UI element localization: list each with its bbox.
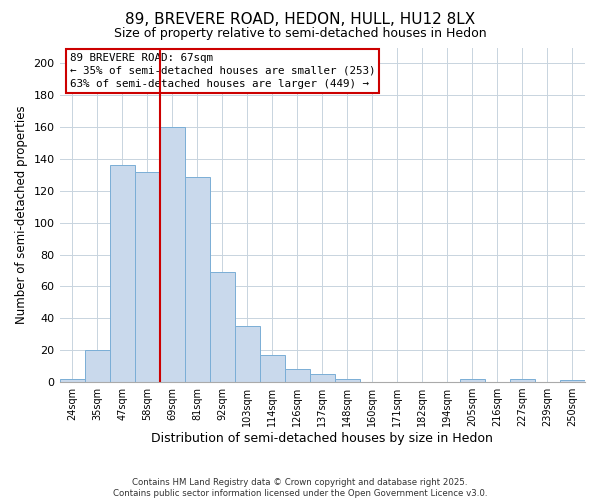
Bar — [285, 370, 310, 382]
Bar — [85, 350, 110, 382]
Bar — [160, 127, 185, 382]
Text: Size of property relative to semi-detached houses in Hedon: Size of property relative to semi-detach… — [113, 28, 487, 40]
Text: 89 BREVERE ROAD: 67sqm
← 35% of semi-detached houses are smaller (253)
63% of se: 89 BREVERE ROAD: 67sqm ← 35% of semi-det… — [70, 52, 376, 89]
Bar — [335, 379, 360, 382]
X-axis label: Distribution of semi-detached houses by size in Hedon: Distribution of semi-detached houses by … — [151, 432, 493, 445]
Bar — [310, 374, 335, 382]
Bar — [260, 355, 285, 382]
Text: 89, BREVERE ROAD, HEDON, HULL, HU12 8LX: 89, BREVERE ROAD, HEDON, HULL, HU12 8LX — [125, 12, 475, 28]
Bar — [59, 379, 85, 382]
Bar — [560, 380, 585, 382]
Bar — [110, 166, 134, 382]
Bar — [185, 176, 209, 382]
Bar — [510, 379, 535, 382]
Bar — [134, 172, 160, 382]
Bar — [235, 326, 260, 382]
Bar — [460, 379, 485, 382]
Y-axis label: Number of semi-detached properties: Number of semi-detached properties — [15, 106, 28, 324]
Bar — [209, 272, 235, 382]
Text: Contains HM Land Registry data © Crown copyright and database right 2025.
Contai: Contains HM Land Registry data © Crown c… — [113, 478, 487, 498]
